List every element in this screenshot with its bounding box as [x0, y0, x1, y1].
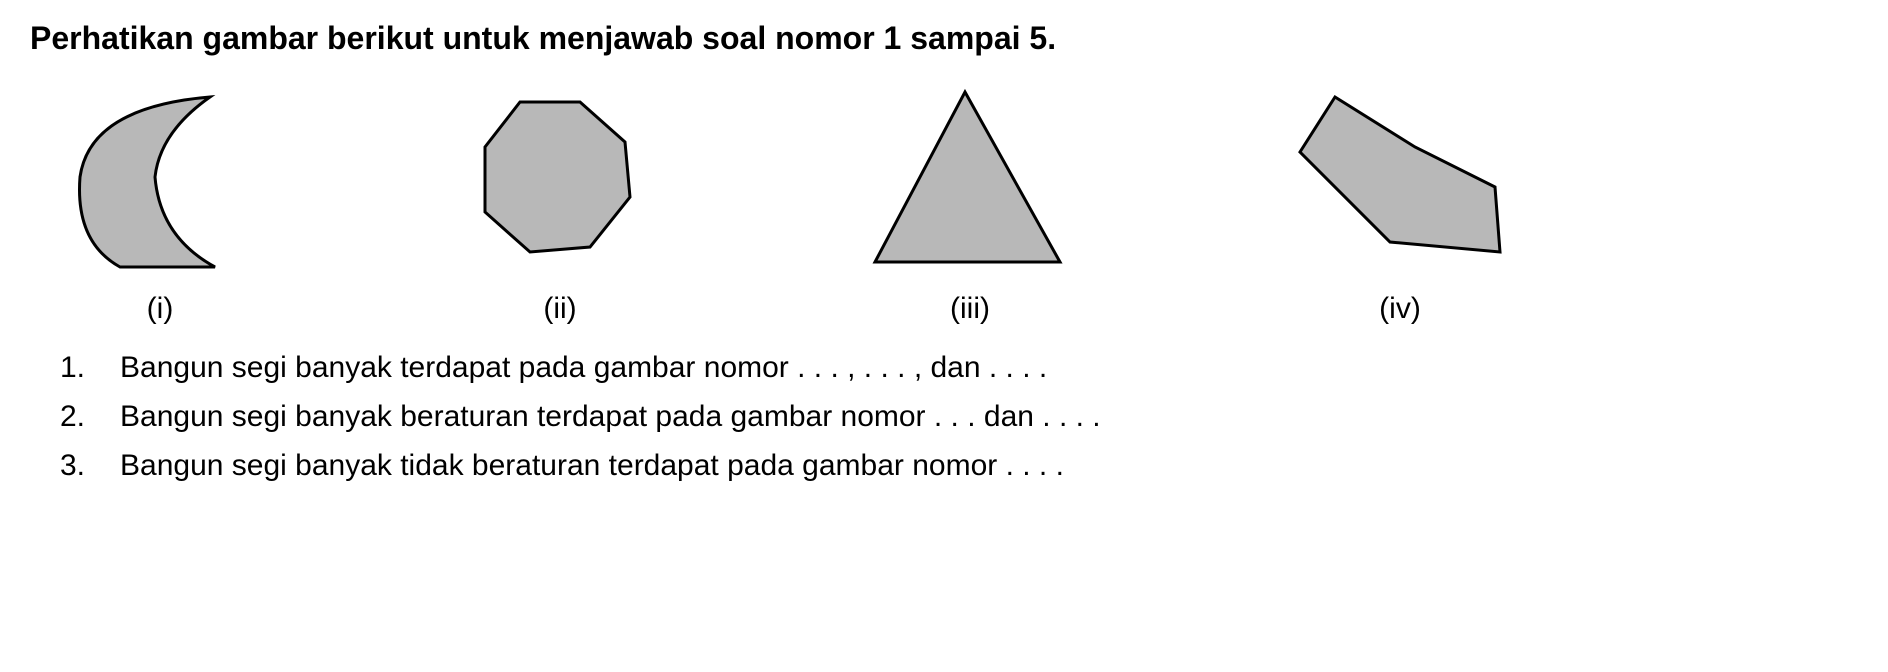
question-text: Bangun segi banyak beraturan terdapat pa…	[120, 400, 1101, 434]
question-number: 1.	[60, 351, 90, 385]
shape-octagon-container: (ii)	[460, 77, 660, 326]
question-text: Bangun segi banyak tidak beraturan terda…	[120, 449, 1064, 483]
triangle-shape	[860, 77, 1080, 277]
title: Perhatikan gambar berikut untuk menjawab…	[30, 20, 1858, 57]
shape-triangle-container: (iii)	[860, 77, 1080, 326]
octagon-shape	[460, 77, 660, 277]
octagon-polygon	[485, 102, 630, 252]
crescent-path	[80, 97, 216, 267]
shape-hexagon-container: (iv)	[1280, 77, 1520, 326]
question-row: 3. Bangun segi banyak tidak beraturan te…	[60, 449, 1858, 483]
shape-label-ii: (ii)	[543, 292, 576, 326]
hexagon-polygon	[1300, 97, 1500, 252]
question-row: 2. Bangun segi banyak beraturan terdapat…	[60, 400, 1858, 434]
questions-list: 1. Bangun segi banyak terdapat pada gamb…	[30, 351, 1858, 483]
question-number: 2.	[60, 400, 90, 434]
shape-label-iii: (iii)	[950, 292, 990, 326]
shape-crescent-container: (i)	[60, 77, 260, 326]
hexagon-shape	[1280, 77, 1520, 277]
question-number: 3.	[60, 449, 90, 483]
question-row: 1. Bangun segi banyak terdapat pada gamb…	[60, 351, 1858, 385]
shape-label-i: (i)	[147, 292, 174, 326]
question-text: Bangun segi banyak terdapat pada gambar …	[120, 351, 1047, 385]
shapes-row: (i) (ii) (iii) (iv)	[30, 77, 1858, 326]
shape-label-iv: (iv)	[1379, 292, 1421, 326]
crescent-shape	[60, 77, 260, 277]
triangle-polygon	[875, 92, 1060, 262]
